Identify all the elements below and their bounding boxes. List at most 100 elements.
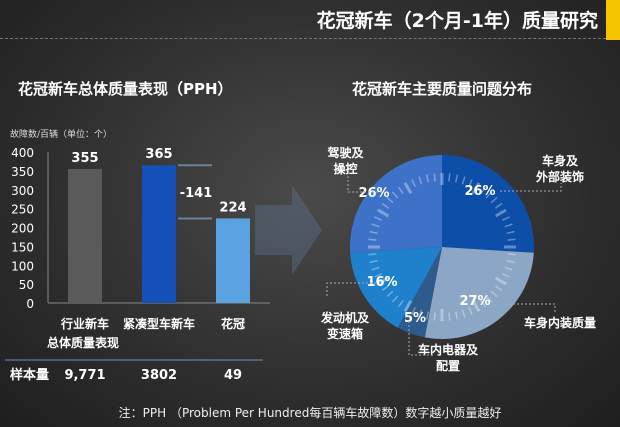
dial-tick: [504, 223, 513, 228]
y-axis-label: 故障数/百辆（单位：个）: [10, 128, 112, 140]
dial-tick: [461, 176, 466, 185]
leader-line: [408, 321, 435, 356]
bar-value-label: 365: [145, 147, 172, 162]
x-category-label: 紧凑型车新车: [123, 316, 195, 331]
sample-size-label: 样本量: [10, 367, 49, 383]
pie-percent-label: 27%: [459, 294, 490, 309]
dial-tick: [461, 309, 466, 318]
dial-tick: [381, 202, 390, 209]
pie-chart-title: 花冠新车主要质量问题分布: [352, 80, 533, 98]
pie-slice: [442, 155, 534, 253]
dial-tick: [386, 290, 394, 298]
dial-tick: [371, 266, 380, 271]
dial-tick: [494, 208, 507, 218]
dial-tick: [368, 253, 377, 256]
accent-block: [606, 0, 620, 40]
dial-tick: [377, 276, 390, 286]
arrow-shape: [255, 185, 322, 275]
pie-category-label-driving: 驾驶及操控: [327, 146, 364, 176]
dial-tick: [506, 259, 515, 264]
x-category-label: 花冠: [221, 316, 245, 331]
dial-tick: [369, 259, 378, 264]
dial-tick: [468, 306, 473, 315]
dial-tick: [374, 216, 383, 221]
pie-category-label: 配置: [436, 358, 460, 373]
dial-tick: [433, 173, 436, 182]
dial-tick: [501, 273, 510, 278]
bar-chart-title: 花冠新车总体质量表现（PPH）: [18, 80, 233, 98]
y-tick-label: 50: [19, 278, 34, 292]
dial-tick: [403, 182, 413, 195]
dial-tick: [411, 179, 416, 188]
y-tick-label: 150: [11, 240, 34, 254]
dial-tick: [397, 186, 404, 195]
y-tick-label: 100: [11, 259, 34, 273]
pie-category-label: 外部装饰: [536, 169, 584, 184]
dial-tick: [418, 309, 423, 318]
pie-category-label: 车身及: [542, 153, 579, 168]
dial-tick: [454, 174, 459, 183]
pie-category-label: 车身内装质量: [524, 315, 596, 330]
dial-tick: [494, 285, 503, 292]
footnote: 注：PPH （Problem Per Hundred每百辆车故障数）数字越小质量…: [118, 406, 502, 420]
bar-value-label: 224: [219, 200, 246, 215]
page-title: 花冠新车（2个月-1年）质量研究: [316, 10, 598, 32]
leader-line: [505, 303, 556, 312]
dial-tick: [485, 191, 493, 199]
sample-size-value: 49: [224, 368, 242, 383]
leader-line: [326, 282, 376, 298]
y-tick-label: 350: [11, 165, 34, 179]
dial-tick: [507, 238, 516, 241]
difference-label: -141: [180, 186, 213, 201]
x-category-label: 行业新车: [60, 316, 109, 331]
sample-size-value: 9,771: [64, 368, 105, 383]
bar: [216, 218, 250, 303]
dial-tick: [397, 299, 404, 308]
pie-slice: [350, 247, 442, 328]
dial-tick: [425, 174, 430, 183]
y-tick-label: 200: [11, 222, 34, 236]
dial-tick: [391, 295, 399, 303]
dial-tick: [411, 306, 416, 315]
dial-tick: [448, 173, 451, 182]
dial-tick: [454, 311, 459, 320]
leader-line: [347, 175, 382, 193]
dial-tick: [391, 191, 399, 199]
dial-tick: [371, 223, 380, 228]
dial-tick: [480, 186, 487, 195]
dial-tick: [501, 216, 510, 221]
y-tick-label: 400: [11, 146, 34, 160]
leader-line: [500, 183, 562, 192]
dial-tick: [485, 295, 493, 303]
dial-tick: [368, 238, 377, 241]
dial-tick: [448, 312, 451, 321]
pie-percent-label: 26%: [358, 186, 389, 201]
dial-tick: [369, 230, 378, 235]
pie-category-label: 变速箱: [327, 326, 363, 341]
pie-category-label: 发动机及: [320, 310, 370, 325]
y-tick-label: 300: [11, 184, 34, 198]
pie-slice: [424, 247, 534, 339]
x-category-label: 总体质量表现: [47, 335, 119, 350]
dial-tick: [386, 196, 394, 204]
dial-tick: [381, 285, 390, 292]
pie-percent-label: 16%: [366, 275, 397, 290]
dial-tick: [494, 202, 503, 209]
bar-value-label: 355: [71, 151, 98, 166]
dial-tick: [507, 253, 516, 256]
dial-tick: [504, 266, 513, 271]
dial-tick: [480, 299, 487, 308]
dial-tick: [377, 208, 390, 218]
dial-tick: [471, 182, 481, 195]
pie-percent-label: 5%: [404, 311, 426, 326]
dial-tick: [425, 311, 430, 320]
sample-size-value: 3802: [141, 368, 177, 383]
dial-tick: [471, 299, 481, 312]
dial-tick: [494, 276, 507, 286]
dial-tick: [506, 230, 515, 235]
pie-slice: [397, 247, 442, 338]
divider: [0, 38, 606, 39]
bar: [142, 165, 176, 303]
dial-tick: [490, 290, 498, 298]
